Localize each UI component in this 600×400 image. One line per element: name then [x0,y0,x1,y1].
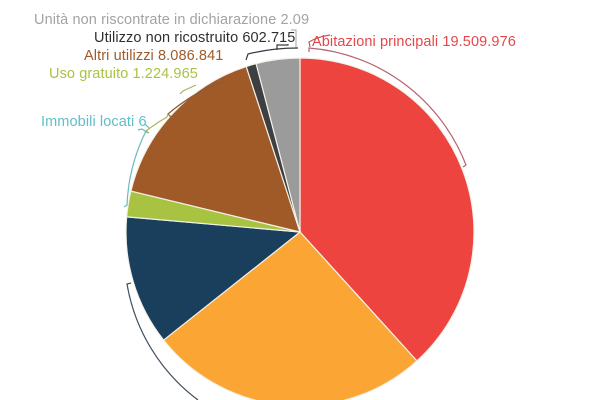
pie-slice-0 [299,57,475,362]
pie-slice-2 [125,216,302,341]
pie-slices [125,57,475,400]
pie-slice-6 [255,57,301,233]
label-altri-utilizzi: Altri utilizzi 8.086.841 [84,48,224,64]
pie-slice-1 [162,231,418,400]
label-uso-gratuito: Uso gratuito 1.224.965 [49,66,198,82]
label-unita-non-riscontrate: Unità non riscontrate in dichiarazione 2… [34,12,310,28]
bracket-abitazioni-arc [308,47,467,168]
bracket-immobili-locati [123,123,150,208]
bracket-utilizzo-non-ricostruito [245,44,299,61]
label-utilizzo-non-ricostruito: Utilizzo non ricostruito 602.715 [94,30,296,46]
pie-slice-4 [130,65,301,233]
bracket-abitazioni-principali [308,34,331,48]
bracket-unita-non-riscontrate [291,29,297,48]
bracket-altri-utilizzi [167,76,225,118]
label-brackets [123,29,467,400]
label-immobili-locati: Immobili locati 6 [41,114,147,130]
label-abitazioni-principali: Abitazioni principali 19.509.976 [312,34,516,50]
bracket-navy-slice [126,282,199,400]
